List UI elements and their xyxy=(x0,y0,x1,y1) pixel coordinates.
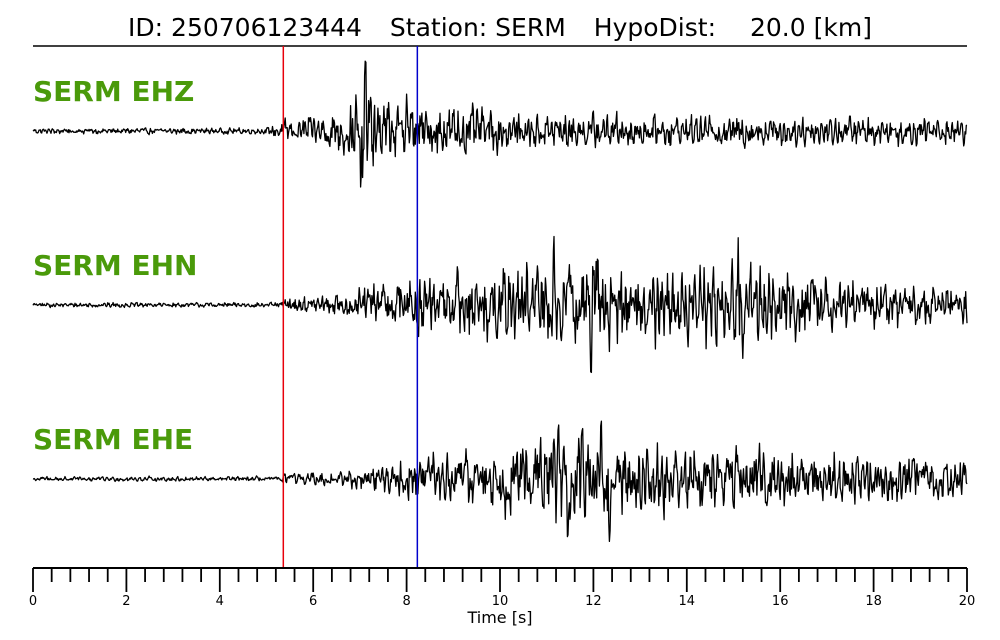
title-event-id: ID: 250706123444 xyxy=(128,13,362,42)
x-tick-label: 10 xyxy=(492,594,509,609)
trace-group xyxy=(32,60,968,543)
trace-label-3: SERM EHE xyxy=(33,423,193,456)
x-tick-label: 20 xyxy=(959,594,976,609)
phase-pick-group xyxy=(282,46,419,568)
x-tick-label: 14 xyxy=(679,594,696,609)
x-tick-label: 4 xyxy=(216,594,224,609)
plot-title: ID: 250706123444 Station: SERM HypoDist: 20… xyxy=(128,13,872,42)
trace-label-group: SERM EHZ SERM EHN SERM EHE xyxy=(33,75,197,456)
x-tick-label: 6 xyxy=(309,594,317,609)
time-axis: 0 2 4 6 8 10 12 14 16 18 20 xyxy=(29,567,976,609)
x-tick-label: 18 xyxy=(865,594,882,609)
trace-label-1: SERM EHZ xyxy=(33,75,194,108)
waveform-trace-2 xyxy=(32,235,968,374)
x-axis-label: Time [s] xyxy=(466,608,532,627)
waveform-trace-3 xyxy=(32,420,968,543)
x-tick-label: 8 xyxy=(402,594,410,609)
trace-label-2: SERM EHN xyxy=(33,249,197,282)
x-tick-label: 0 xyxy=(29,594,37,609)
x-tick-label: 16 xyxy=(772,594,789,609)
x-tick-label: 12 xyxy=(585,594,602,609)
title-hypodist-label: HypoDist: xyxy=(594,13,716,42)
x-tick-label: 2 xyxy=(122,594,130,609)
title-station: Station: SERM xyxy=(390,13,566,42)
title-hypodist-value: 20.0 [km] xyxy=(750,13,872,42)
waveform-trace-1 xyxy=(32,60,968,188)
